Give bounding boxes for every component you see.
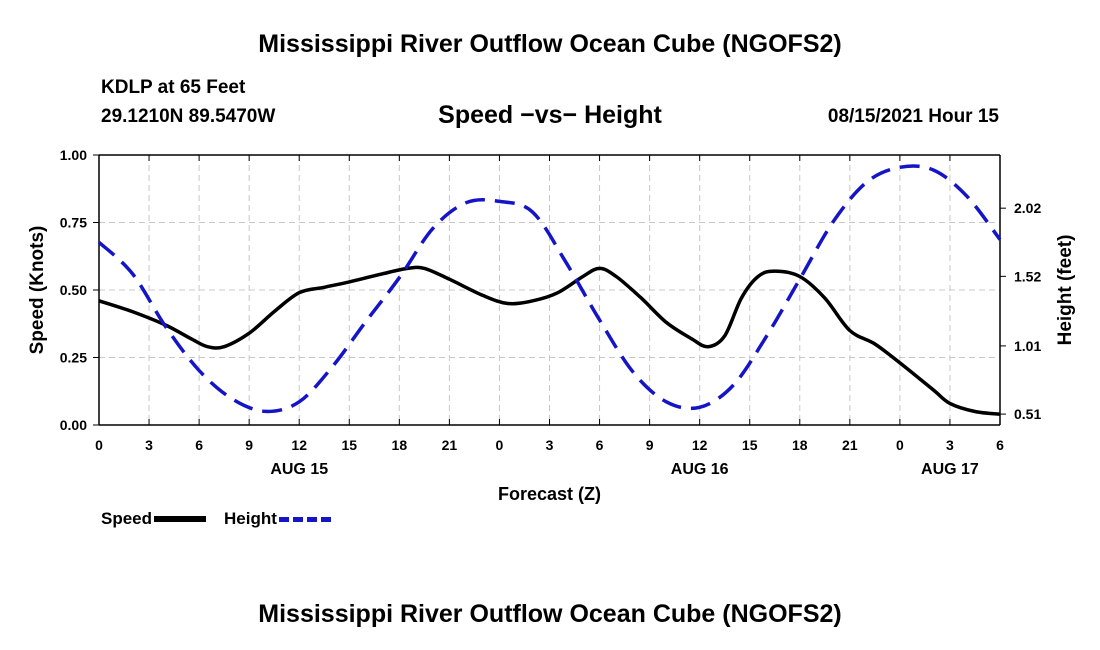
y-left-tick-label: 0.75 xyxy=(60,215,87,231)
x-tick-label: 3 xyxy=(145,437,153,453)
x-date-label: AUG 15 xyxy=(270,461,328,478)
x-tick-label: 0 xyxy=(896,437,904,453)
station-label: KDLP at 65 Feet xyxy=(101,77,246,98)
x-tick-label: 12 xyxy=(692,437,708,453)
legend-item-speed: Speed xyxy=(101,509,207,529)
x-tick-label: 0 xyxy=(496,437,504,453)
legend-height-swatch xyxy=(278,516,331,522)
y-right-tick-label: 1.01 xyxy=(1014,338,1041,354)
x-tick-label: 6 xyxy=(996,437,1004,453)
x-tick-label: 21 xyxy=(842,437,858,453)
chart-subtitle: Speed −vs− Height xyxy=(438,101,662,129)
legend-item-height: Height xyxy=(224,509,331,529)
x-tick-label: 18 xyxy=(792,437,808,453)
axes-layer xyxy=(93,154,1006,426)
legend-height-label: Height xyxy=(224,509,277,528)
legend-speed-swatch xyxy=(154,516,207,522)
labels-layer: 0 3 6 9 12 15 18 21 0 3 6 9 12 15 18 21 0 3 6 AUG 15 AUG 16 A… xyxy=(27,147,1076,504)
y-right-axis-title: Height (feet) xyxy=(1055,235,1076,346)
station-coordinates: 29.1210N 89.5470W xyxy=(101,106,276,127)
chart-title-bottom: Mississippi River Outflow Ocean Cube (NG… xyxy=(258,600,842,628)
x-tick-label: 0 xyxy=(95,437,103,453)
y-left-tick-label: 0.00 xyxy=(60,417,87,433)
x-tick-label: 3 xyxy=(546,437,554,453)
y-right-tick-label: 2.02 xyxy=(1014,200,1041,216)
x-tick-label: 12 xyxy=(291,437,307,453)
series-layer xyxy=(97,164,1002,416)
series-line-speed xyxy=(98,265,1001,416)
forecast-datetime: 08/15/2021 Hour 15 xyxy=(827,106,999,127)
grid-layer xyxy=(99,155,1000,425)
y-right-tick-label: 1.52 xyxy=(1014,268,1041,284)
series-line-height xyxy=(97,164,1002,414)
y-left-tick-label: 0.50 xyxy=(60,282,87,298)
x-tick-label: 6 xyxy=(195,437,203,453)
y-left-axis-title: Speed (Knots) xyxy=(27,226,48,355)
x-tick-label: 9 xyxy=(646,437,654,453)
x-axis-title: Forecast (Z) xyxy=(498,484,601,504)
chart-title-top: Mississippi River Outflow Ocean Cube (NG… xyxy=(258,30,842,58)
y-left-tick-label: 0.25 xyxy=(60,350,87,366)
legend: Speed Height xyxy=(101,509,349,529)
legend-speed-label: Speed xyxy=(101,509,153,528)
x-tick-label: 21 xyxy=(442,437,458,453)
x-tick-label: 9 xyxy=(245,437,253,453)
x-tick-label: 18 xyxy=(392,437,408,453)
y-left-tick-label: 1.00 xyxy=(60,147,87,163)
y-right-tick-label: 0.51 xyxy=(1014,406,1041,422)
x-tick-label: 3 xyxy=(946,437,954,453)
x-tick-label: 6 xyxy=(596,437,604,453)
x-tick-label: 15 xyxy=(341,437,357,453)
x-date-label: AUG 17 xyxy=(921,461,979,478)
x-date-label: AUG 16 xyxy=(671,461,729,478)
x-tick-label: 15 xyxy=(742,437,758,453)
